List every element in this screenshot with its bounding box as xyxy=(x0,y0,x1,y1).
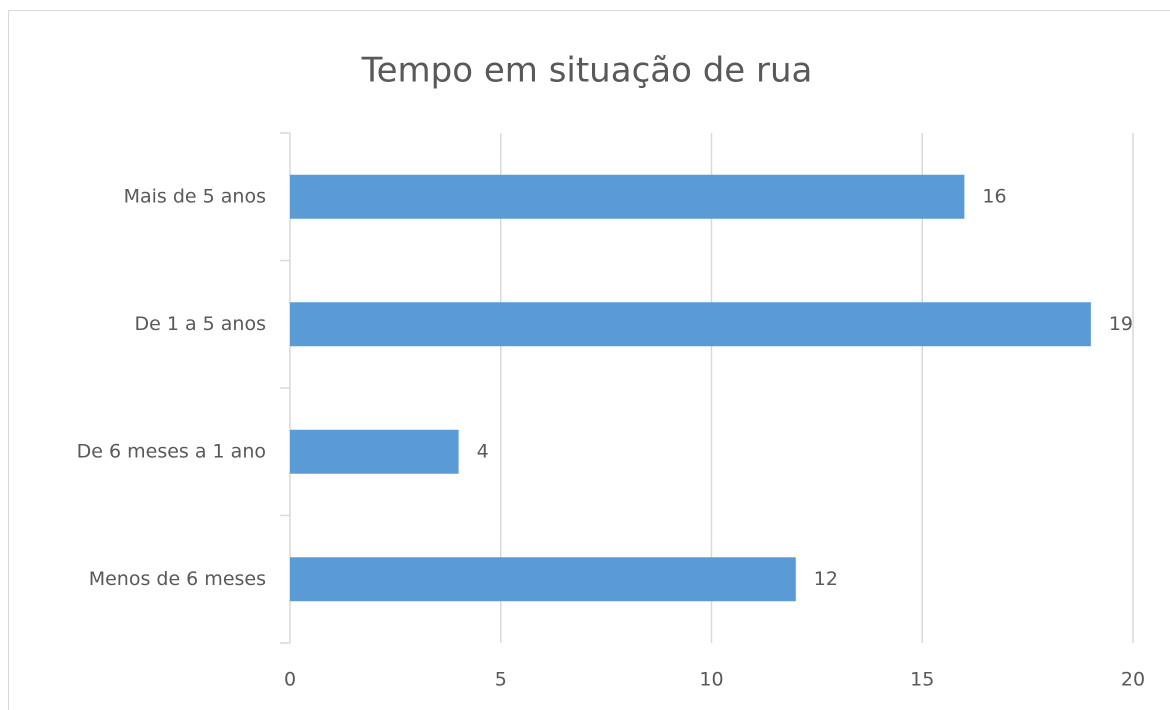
y-tick-label: Mais de 5 anos xyxy=(124,185,266,207)
data-label: 4 xyxy=(477,440,489,462)
x-tick-label: 15 xyxy=(910,669,934,691)
bar xyxy=(290,557,796,602)
x-tick-label: 5 xyxy=(495,669,507,691)
chart-title: Tempo em situação de rua xyxy=(361,51,813,91)
x-tick-label: 20 xyxy=(1121,669,1145,691)
x-tick-label: 10 xyxy=(699,669,723,691)
data-label: 12 xyxy=(814,568,838,590)
y-tick-label: Menos de 6 meses xyxy=(89,568,266,590)
x-tick-label: 0 xyxy=(284,669,296,691)
y-tick-label: De 1 a 5 anos xyxy=(134,313,266,335)
data-label: 19 xyxy=(1109,313,1133,335)
bar xyxy=(290,302,1091,347)
bar xyxy=(290,429,459,474)
chart-border xyxy=(8,10,1170,710)
bar xyxy=(290,174,965,219)
y-tick-label: De 6 meses a 1 ano xyxy=(77,440,266,462)
data-label: 16 xyxy=(982,185,1006,207)
